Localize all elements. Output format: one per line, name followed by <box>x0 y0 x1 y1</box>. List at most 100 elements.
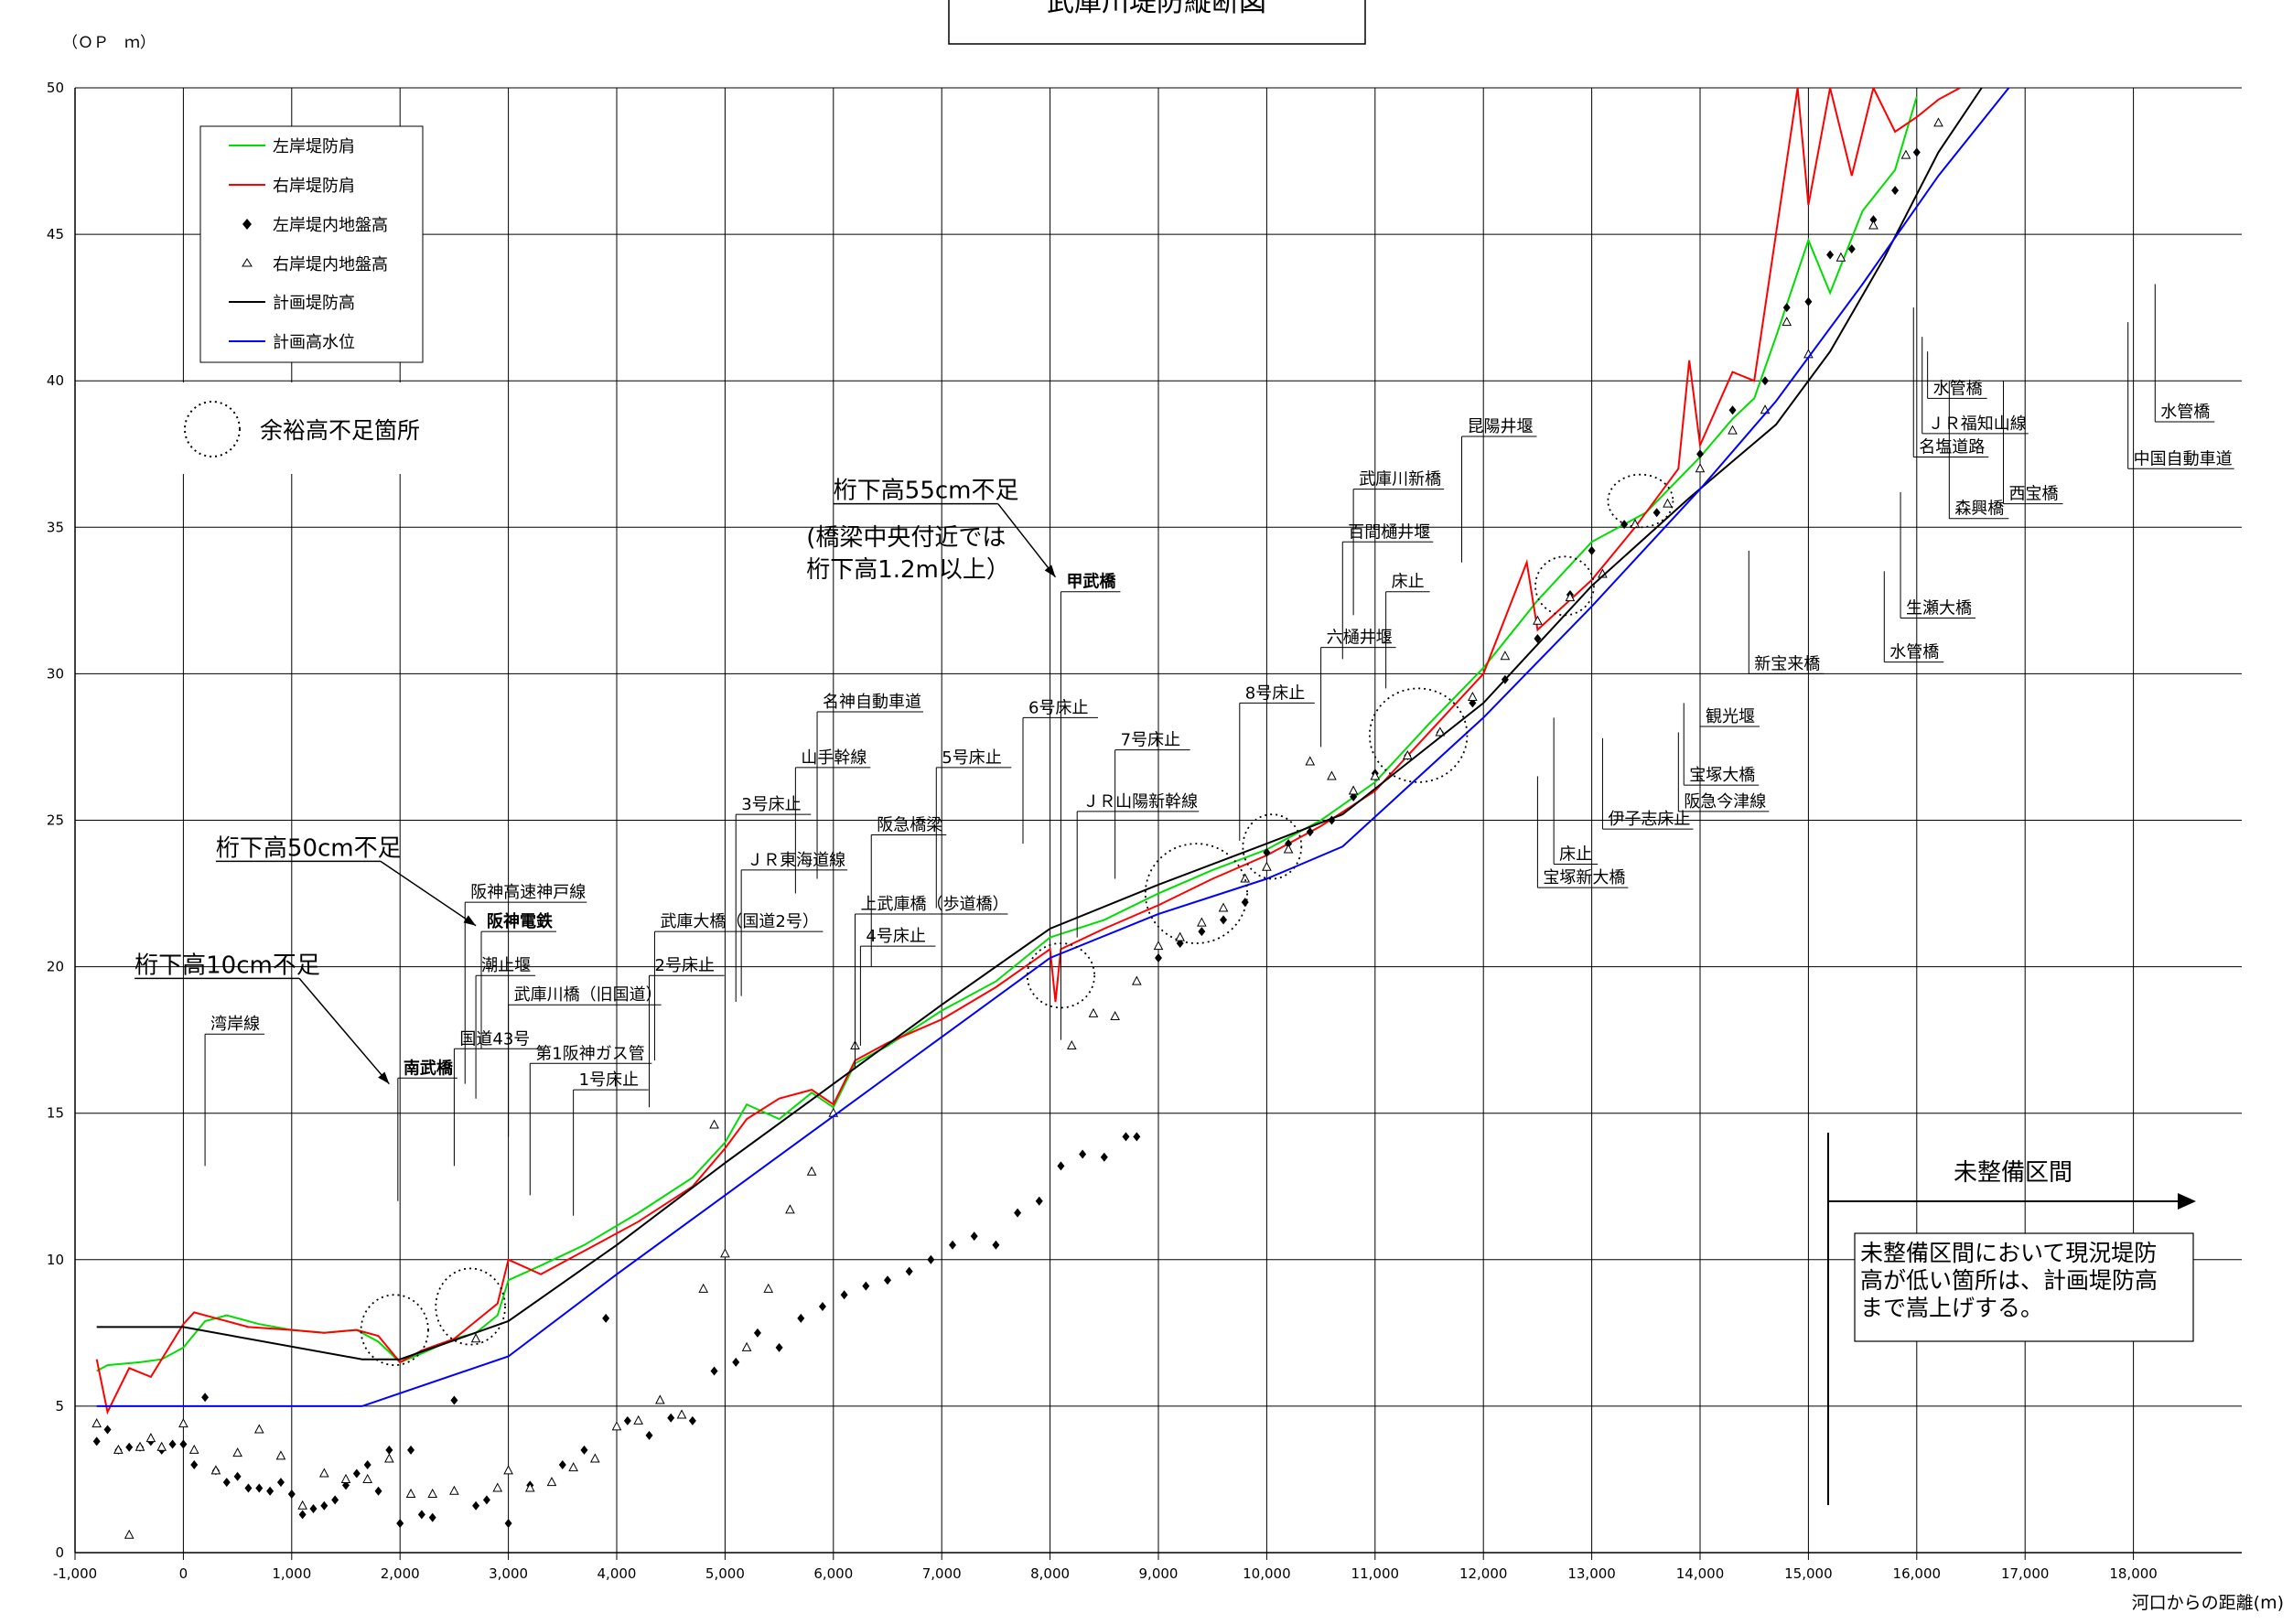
y-tick-label: 20 <box>47 959 64 975</box>
series-右岸堤内地盤高-point <box>124 1529 135 1539</box>
series-右岸堤内地盤高-point <box>524 1482 535 1492</box>
feature-label: 名塩道路 <box>1919 437 1985 457</box>
feature-label: 西宝橋 <box>2009 485 2059 504</box>
feature-label: 南武橋 <box>404 1058 454 1078</box>
series-左岸堤内地盤高-point <box>1306 827 1314 837</box>
unimproved-section: 未整備区間 未整備区間において現況堤防 高が低い箇所は、計画堤防高 まで嵩上げす… <box>1827 1133 2196 1505</box>
series-右岸堤内地盤高-point <box>1565 592 1576 602</box>
feature-label: 8号床止 <box>1245 683 1305 703</box>
series-左岸堤内地盤高-point <box>688 1415 696 1425</box>
series-右岸堤内地盤高-point <box>178 1418 188 1428</box>
series-左岸堤内地盤高-point <box>1620 520 1629 530</box>
feature-label: 国道43号 <box>459 1029 530 1049</box>
series-右岸堤内地盤高-point <box>145 1433 156 1443</box>
series-右岸堤内地盤高-point <box>1197 917 1207 927</box>
series-右岸堤内地盤高-point <box>503 1465 513 1475</box>
series-左岸堤内地盤高-point <box>396 1518 404 1528</box>
unimproved-arrowhead <box>2178 1193 2196 1210</box>
series-右岸堤内地盤高-point <box>741 1341 752 1351</box>
axes: -1,000 0 1,000 2,000 3,000 4,000 5,000 6,000 7,0… <box>47 80 2242 1582</box>
y-tick-label: 45 <box>47 226 64 242</box>
y-tick-label: 10 <box>47 1252 64 1268</box>
series-左岸堤内地盤高-point <box>1220 915 1228 925</box>
series-右岸堤内地盤高-point <box>1868 220 1879 230</box>
series-左岸堤内地盤高-point <box>1122 1132 1130 1142</box>
y-tick-label: 40 <box>47 372 64 389</box>
series-左岸堤内地盤高-point <box>1728 405 1737 415</box>
series-右岸堤内地盤高-point <box>492 1482 503 1492</box>
series-左岸堤内地盤高-point <box>1588 545 1596 555</box>
deficiency-circle <box>435 1267 506 1346</box>
feature-label: 武庫川橋（旧国道） <box>514 985 662 1005</box>
series-左岸堤内地盤高-point <box>797 1313 805 1323</box>
series-左岸堤内地盤高-point <box>775 1342 783 1352</box>
series-右岸堤内地盤高-point <box>1695 463 1706 473</box>
legend-item-right-crest: 右岸堤防肩 <box>273 177 355 196</box>
feature-label: 百間樋井堰 <box>1348 522 1430 542</box>
series-左岸堤内地盤高-point <box>482 1495 490 1505</box>
deficiency-circle <box>1144 843 1248 944</box>
unimproved-note-line-2: 高が低い箇所は、計画堤防高 <box>1860 1267 2158 1294</box>
series-左岸堤内地盤高-point <box>233 1471 242 1481</box>
feature-label: 潮止堰 <box>481 956 531 975</box>
series-左岸堤内地盤高-point <box>905 1266 913 1276</box>
series-左岸堤内地盤高-point <box>298 1510 307 1520</box>
series-右岸堤内地盤高-point <box>1218 902 1229 912</box>
feature-label: 武庫川新橋 <box>1359 470 1441 489</box>
annotations: 桁下高10cm不足 桁下高50cm不足 桁下高55cm不足 (橋梁中央付近では桁下高1… <box>135 478 1057 1085</box>
series-左岸堤内地盤高-point <box>1826 250 1835 260</box>
x-axis-label: 河口からの距離(m) <box>2132 1593 2284 1613</box>
series-右岸堤内地盤高-point <box>362 1473 373 1483</box>
annotation-text: (橋梁中央付近では <box>806 524 1006 552</box>
series-左岸堤内地盤高-point <box>450 1395 458 1405</box>
series-左岸堤内地盤高-point <box>1079 1149 1087 1159</box>
series-左岸堤内地盤高-point <box>244 1483 253 1493</box>
series-右岸堤内地盤高-point <box>210 1465 221 1475</box>
series-左岸堤内地盤高-point <box>190 1459 199 1469</box>
series-左岸堤内地盤高-point <box>125 1442 134 1452</box>
series-右岸堤内地盤高-point <box>709 1119 719 1129</box>
x-tick-label: 8,000 <box>1030 1565 1070 1582</box>
series-右岸堤内地盤高-point <box>449 1485 459 1495</box>
series-左岸堤内地盤高-point <box>266 1486 275 1496</box>
series-右岸堤内地盤高-point <box>156 1441 167 1451</box>
series-左岸堤内地盤高-point <box>428 1512 436 1522</box>
series-左岸堤内地盤高-point <box>1804 296 1813 307</box>
series-右岸堤内地盤高-point <box>1153 941 1164 951</box>
feature-label: 4号床止 <box>866 927 925 946</box>
series-左岸堤内地盤高-point <box>1133 1132 1141 1142</box>
series-計画高水位-line <box>96 88 2010 1407</box>
x-tick-label: 10,000 <box>1243 1565 1291 1582</box>
feature-label: 生瀬大橋 <box>1906 599 1972 618</box>
series-左岸堤内地盤高-point <box>1198 927 1206 937</box>
series-右岸堤内地盤高-point <box>589 1453 600 1463</box>
series-右岸堤内地盤高-point <box>698 1283 709 1293</box>
series-右岸堤内地盤高-point <box>1262 861 1272 871</box>
series-右岸堤防肩-line <box>95 88 1961 1415</box>
series-左岸堤内地盤高-point <box>385 1445 393 1455</box>
x-tick-label: -1,000 <box>53 1565 97 1582</box>
feature-label: 森興橋 <box>1954 500 2004 519</box>
x-tick-label: 13,000 <box>1567 1565 1616 1582</box>
series-左岸堤内地盤高-point <box>1869 215 1878 225</box>
x-tick-label: 7,000 <box>922 1565 962 1582</box>
feature-label: 宝塚新大橋 <box>1543 868 1625 887</box>
annotation-arrow-line <box>380 860 477 927</box>
series-右岸堤内地盤高-point <box>427 1488 438 1498</box>
series-左岸堤内地盤高-point <box>417 1510 425 1520</box>
annotation-arrowhead <box>463 915 477 926</box>
series-左岸堤内地盤高-point <box>1035 1196 1043 1206</box>
x-tick-label: 18,000 <box>2109 1565 2158 1582</box>
series-左岸堤内地盤高-point <box>645 1430 653 1440</box>
series-左岸堤内地盤高-point <box>201 1393 210 1403</box>
y-axis-label: （ＯＰ ｍ） <box>62 34 156 52</box>
feature-label: 阪急今津線 <box>1684 792 1766 812</box>
y-tick-label: 50 <box>47 80 64 96</box>
feature-label: 上武庫橋（歩道橋） <box>860 895 1008 914</box>
series-左岸堤内地盤高-point <box>884 1275 891 1285</box>
legend-swatch-right-ground <box>242 258 253 267</box>
series-左岸堤内地盤高-point <box>862 1281 870 1291</box>
annotation-arrow-line <box>997 503 1057 578</box>
